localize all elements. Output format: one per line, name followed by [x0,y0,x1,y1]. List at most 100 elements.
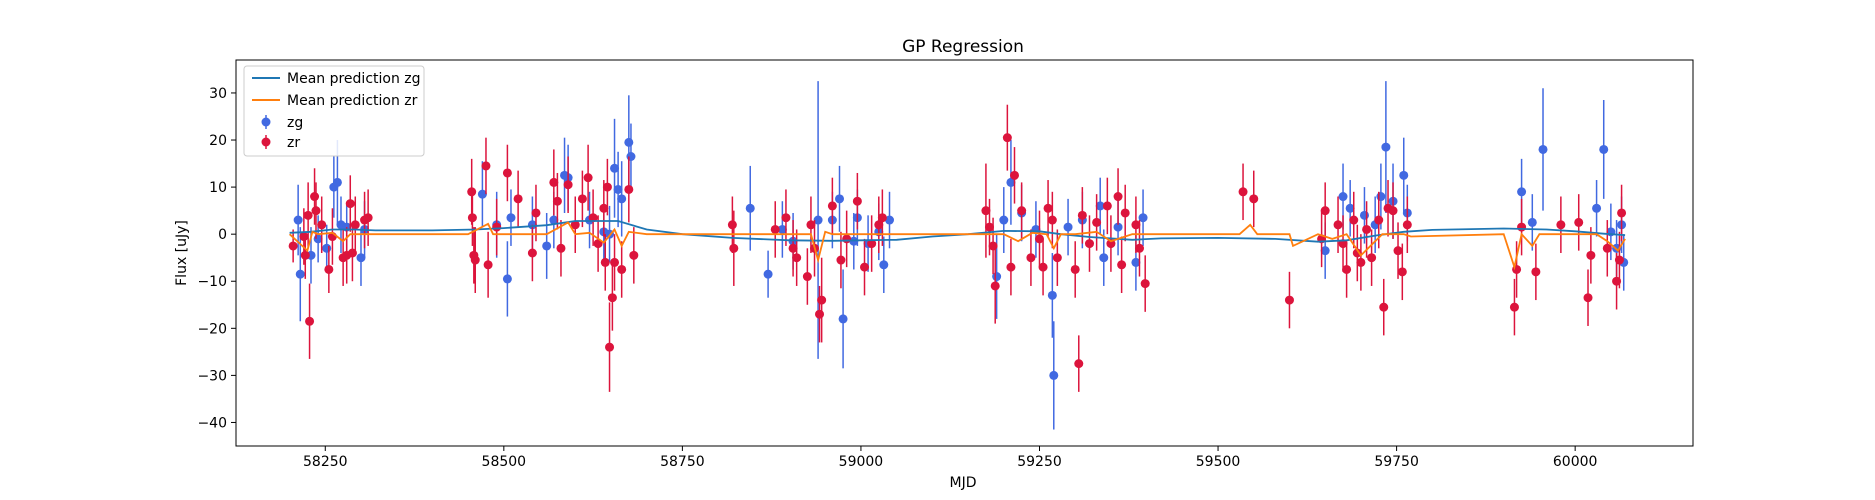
data-point-zr [513,194,523,204]
plot-series [288,81,1629,430]
plot-frame [235,59,1694,447]
data-point-zg [322,243,332,253]
y-tick-label: −20 [197,321,227,337]
legend-label-zg: zg [287,115,303,131]
data-point-zg [1063,222,1073,232]
data-point-zg [1138,213,1148,223]
data-point-zr [300,250,310,260]
data-point-zg [777,224,787,234]
data-point-zr [288,241,298,251]
x-tick-label: 59750 [1374,454,1419,470]
data-point-zg [992,272,1002,282]
data-point-zr [492,222,502,232]
data-point-zr [1367,253,1377,263]
data-point-zg [1049,370,1059,380]
data-point-zr [470,255,480,265]
data-point-zg [1592,203,1602,213]
data-point-zg [1381,142,1391,152]
data-point-zr [531,208,541,218]
data-point-zg [813,215,823,225]
data-point-zg [838,314,848,324]
data-point-zr [1038,262,1048,272]
legend-label-mean-zr: Mean prediction zr [287,93,418,109]
data-point-zr [305,316,315,326]
data-point-zg [549,215,559,225]
data-point-zr [502,168,512,178]
data-point-zr [781,213,791,223]
data-point-zr [1602,243,1612,253]
data-point-zr [1238,187,1248,197]
y-tick-label: −30 [197,368,227,384]
data-point-zr [607,293,617,303]
data-point-zr [1102,201,1112,211]
data-point-zg [610,163,620,173]
data-point-zr [788,243,798,253]
data-point-zr [1092,217,1102,227]
data-point-zg [1095,201,1105,211]
data-point-zr [1284,295,1294,305]
x-tick-label: 59250 [1017,454,1062,470]
data-point-zr [1131,220,1141,230]
data-point-zr [324,264,334,274]
line-mean-prediction-zg [289,220,1626,243]
data-point-zg [1006,177,1016,187]
data-point-zr [1586,250,1596,260]
data-point-zr [1117,260,1127,270]
data-point-zg [763,269,773,279]
data-point-zg [506,213,516,223]
x-tick-label: 59500 [1196,454,1241,470]
data-point-zr [1531,267,1541,277]
data-point-zr [345,199,355,209]
data-point-zr [363,213,373,223]
data-point-zr [563,180,573,190]
data-point-zr [815,309,825,319]
data-point-zr [310,192,320,202]
data-point-zr [549,177,559,187]
data-point-zr [1349,215,1359,225]
data-point-zr [350,220,360,230]
data-point-zr [467,213,477,223]
data-point-zr [527,248,537,258]
data-point-zr [556,243,566,253]
data-point-zr [1140,279,1150,289]
data-point-zr [317,220,327,230]
x-axis: 58250 58500 58750 59000 59250 59500 59750 60000 [303,446,1597,470]
data-point-zr [827,201,837,211]
legend-label-zr: zr [287,135,300,151]
data-point-zr [727,220,737,230]
data-point-zr [981,206,991,216]
y-tick-label: −10 [197,274,227,290]
data-point-zg [1359,210,1369,220]
data-point-zr [842,234,852,244]
data-point-zr [1356,257,1366,267]
data-point-zg [624,137,634,147]
data-point-zr [1047,215,1057,225]
data-point-zr [1077,210,1087,220]
legend-swatch-zr [261,135,271,149]
x-tick-label: 59000 [839,454,884,470]
data-point-zr [1052,253,1062,263]
data-point-zg [1517,187,1527,197]
data-point-zg [542,241,552,251]
data-point-zr [299,232,309,242]
data-point-zr [1617,208,1627,218]
y-tick-label: −40 [197,415,227,431]
data-point-zr [593,239,603,249]
legend-swatch-zg [261,115,271,129]
data-point-zr [552,196,562,206]
data-point-zg [1376,192,1386,202]
data-point-zr [729,243,739,253]
data-point-zr [481,161,491,171]
data-point-zg [1131,257,1141,267]
data-point-zg [617,194,627,204]
data-point-zr [1249,194,1259,204]
data-point-zg [835,194,845,204]
data-point-zr [1509,302,1519,312]
y-tick-label: 30 [209,86,227,102]
data-point-zr [1393,246,1403,256]
data-point-zr [605,342,615,352]
data-point-zr [874,220,884,230]
data-point-zr [1374,215,1384,225]
data-point-zr [1034,234,1044,244]
